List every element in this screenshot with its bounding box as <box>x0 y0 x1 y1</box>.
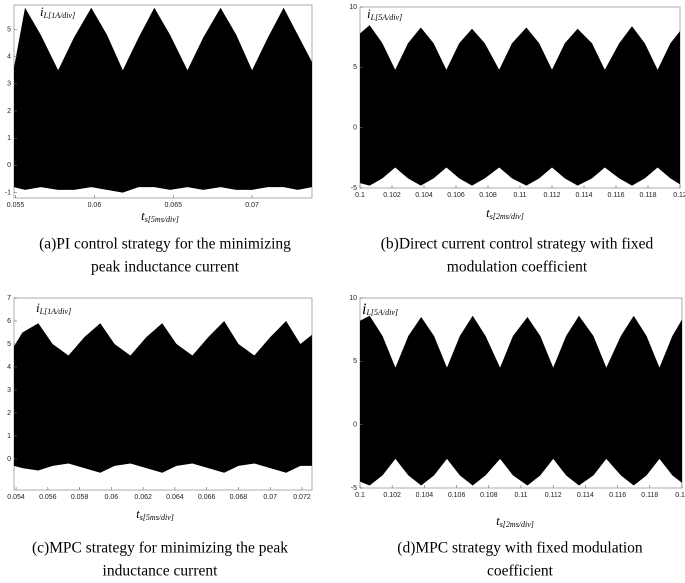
y-tick-label: 5 <box>7 26 11 33</box>
y-axis-label: iL[1A/div] <box>36 300 71 316</box>
current-envelope <box>360 315 682 486</box>
x-tick-label: 0.066 <box>198 494 216 501</box>
caption: modulation coefficient <box>447 259 588 276</box>
x-tick-label: 0.1 <box>355 492 365 499</box>
y-tick-label: 1 <box>7 433 11 440</box>
x-tick-label: 0.055 <box>7 202 25 209</box>
y-tick-label: 0 <box>353 125 357 132</box>
x-tick-label: 0.102 <box>383 192 401 199</box>
x-axis-symbol: t <box>496 513 500 528</box>
y-tick-label: 3 <box>7 387 11 394</box>
x-tick-label: 0.116 <box>608 192 625 199</box>
y-axis-label: iL[5A/div] <box>367 6 402 22</box>
x-tick-label: 0.068 <box>230 494 248 501</box>
caption: (c)MPC strategy for minimizing the peak <box>32 540 288 557</box>
x-tick-label: 0.065 <box>164 202 182 209</box>
caption: coefficient <box>487 563 554 580</box>
y-tick-label: 0 <box>353 422 357 429</box>
y-tick-label: 2 <box>7 108 11 115</box>
y-tick-label: 1 <box>7 135 11 142</box>
x-tick-label: 0.06 <box>88 202 102 209</box>
y-tick-label: 5 <box>353 358 357 365</box>
y-tick-label: 4 <box>7 53 11 60</box>
x-tick-label: 0.1 <box>355 192 365 199</box>
x-axis-symbol: t <box>136 506 140 521</box>
x-tick-label: 0.11 <box>513 192 526 199</box>
x-axis-unit: s[5ms/div] <box>140 513 174 522</box>
x-tick-label: 0.106 <box>447 192 465 199</box>
y-tick-label: 7 <box>7 295 11 302</box>
x-axis-label: ts[5ms/div] <box>136 506 174 522</box>
x-tick-label: 0.118 <box>640 192 657 199</box>
y-axis-unit: L[5A/div] <box>370 13 403 22</box>
y-tick-label: -5 <box>351 185 357 192</box>
x-tick-label: 0.072 <box>293 494 311 501</box>
x-tick-label: 0.112 <box>544 192 561 199</box>
x-tick-label: 0.12 <box>673 192 685 199</box>
y-tick-label: 0 <box>7 162 11 169</box>
current-envelope <box>360 25 680 186</box>
x-axis-unit: s[5ms/div] <box>145 215 179 224</box>
x-tick-label: 0.058 <box>71 494 89 501</box>
x-tick-label: 0.102 <box>383 492 401 499</box>
x-tick-label: 0.116 <box>609 492 626 499</box>
x-tick-label: 0.064 <box>166 494 184 501</box>
y-tick-label: 4 <box>7 364 11 371</box>
x-tick-label: 0.106 <box>448 492 466 499</box>
caption: (a)PI control strategy for the minimizin… <box>39 236 291 253</box>
y-axis-symbol: i <box>36 300 40 315</box>
x-tick-label: 0.104 <box>416 492 434 499</box>
current-envelope <box>14 7 312 193</box>
y-tick-label: 0 <box>7 456 11 463</box>
y-axis-symbol: i <box>367 6 371 21</box>
current-envelope <box>14 320 312 473</box>
x-tick-label: 0.062 <box>134 494 152 501</box>
caption: (d)MPC strategy with fixed modulation <box>397 540 643 557</box>
y-axis-symbol: i <box>362 301 366 318</box>
y-axis-label: iL[5A/div] <box>362 301 398 318</box>
y-axis-label: iL[1A/div] <box>40 4 75 20</box>
y-tick-label: 10 <box>349 4 357 11</box>
y-tick-label: 5 <box>7 341 11 348</box>
y-axis-unit: L[1A/div] <box>43 11 76 20</box>
y-tick-label: 10 <box>349 295 357 302</box>
x-axis-label: ts[2ms/div] <box>486 205 524 221</box>
x-tick-label: 0.054 <box>7 494 25 501</box>
y-axis-unit: L[5A/div] <box>365 308 398 317</box>
x-tick-label: 0.112 <box>545 492 562 499</box>
y-tick-label: -5 <box>351 485 357 492</box>
x-axis-label: ts[2ms/div] <box>496 513 534 529</box>
caption: peak inductance current <box>91 259 240 276</box>
x-axis-symbol: t <box>486 205 490 220</box>
x-tick-label: 0.108 <box>480 492 498 499</box>
caption: (b)Direct current control strategy with … <box>381 236 654 253</box>
y-tick-label: 2 <box>7 410 11 417</box>
x-axis-label: ts[5ms/div] <box>141 208 179 224</box>
x-tick-label: 0.06 <box>105 494 119 501</box>
x-axis-unit: s[2ms/div] <box>490 212 524 221</box>
y-tick-label: 5 <box>353 64 357 71</box>
x-axis-symbol: t <box>141 208 145 223</box>
x-tick-label: 0.118 <box>641 492 658 499</box>
x-tick-label: 0.12 <box>675 492 685 499</box>
x-tick-label: 0.11 <box>514 492 527 499</box>
y-axis-symbol: i <box>40 4 44 19</box>
x-tick-label: 0.07 <box>263 494 277 501</box>
caption: inductance current <box>103 563 219 580</box>
y-axis-unit: L[1A/div] <box>39 307 72 316</box>
x-tick-label: 0.104 <box>415 192 433 199</box>
x-tick-label: 0.114 <box>577 492 594 499</box>
x-tick-label: 0.108 <box>479 192 497 199</box>
x-axis-unit: s[2ms/div] <box>500 520 534 529</box>
y-tick-label: -1 <box>5 189 11 196</box>
x-tick-label: 0.07 <box>245 202 259 209</box>
y-tick-label: 6 <box>7 318 11 325</box>
y-tick-label: 3 <box>7 81 11 88</box>
x-tick-label: 0.114 <box>576 192 593 199</box>
x-tick-label: 0.056 <box>39 494 57 501</box>
